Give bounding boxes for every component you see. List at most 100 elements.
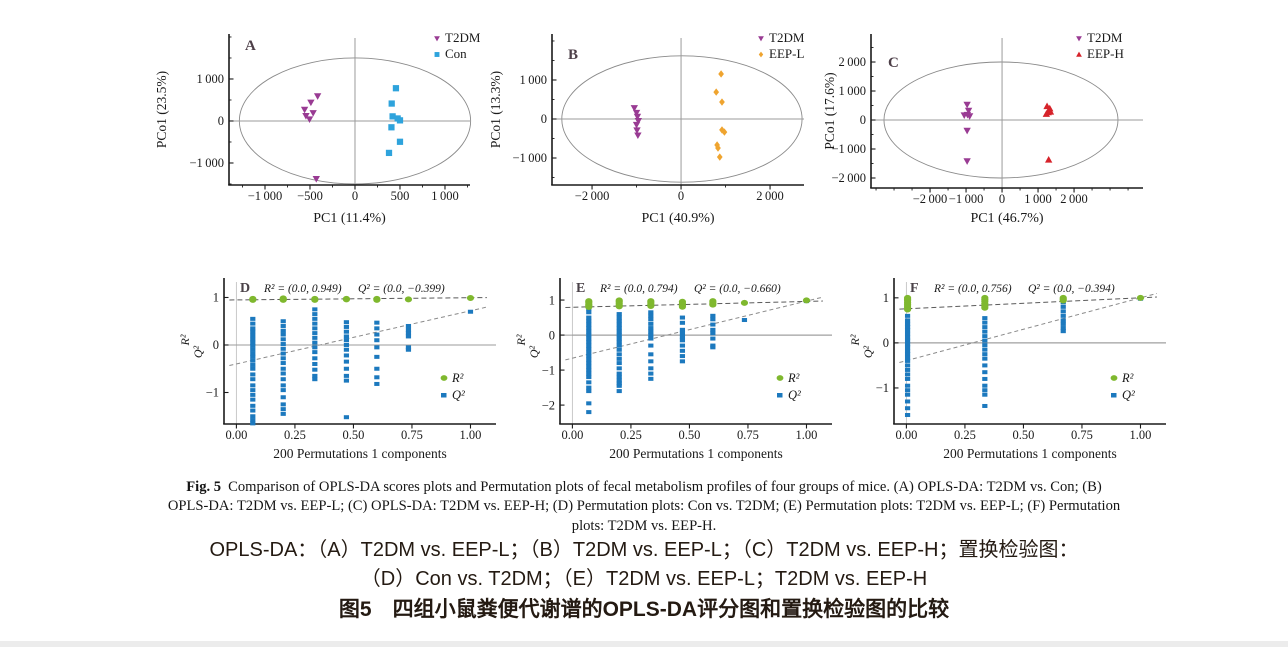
x-axis-label: 200 Permutations 1 components [609,446,783,461]
svg-text:−500: −500 [297,189,323,203]
r2-annotation: R² = (0.0, 0.756) [933,283,1012,295]
svg-text:1 000: 1 000 [838,84,866,98]
svg-text:1 000: 1 000 [431,189,459,203]
panel-letter: E [576,281,585,296]
axes: 0.00 0.25 0.50 0.75 1.00 −1 0 1 [206,278,496,442]
svg-text:0: 0 [352,189,358,203]
y-axis-label-r2: R² [514,334,528,346]
r2-annotation: R² = (0.0, 0.949) [263,283,342,295]
caption-cn-title: 图5 四组小鼠粪便代谢谱的OPLS-DA评分图和置换检验图的比较 [338,598,950,621]
svg-text:−1: −1 [206,386,219,400]
svg-text:0.25: 0.25 [284,428,306,442]
x-axis-label: 200 Permutations 1 components [943,446,1117,461]
y-axis-label: PCo1 (13.3%) [488,71,503,148]
page-edge-strip [0,641,1288,647]
legend: R² Q² [1110,371,1135,402]
svg-text:2 000: 2 000 [756,189,784,203]
series-t2dm [630,105,643,140]
legend: R² Q² [440,371,465,402]
permutation-plot-f: 0.00 0.25 0.50 0.75 1.00 −1 0 1 F R² = (0.0, 0.75… [848,278,1166,461]
q2-points [904,296,1144,417]
svg-text:Q²: Q² [452,388,465,402]
svg-text:1.00: 1.00 [460,428,482,442]
svg-text:0.00: 0.00 [561,428,583,442]
permutation-plot-e: 0.00 0.25 0.50 0.75 1.00 −2 −1 0 1 E R² = (0.0, 0.… [514,278,832,461]
svg-text:1: 1 [213,291,219,305]
svg-text:0: 0 [541,112,547,126]
svg-text:0.50: 0.50 [343,428,365,442]
svg-text:−1: −1 [542,363,555,377]
svg-text:T2DM: T2DM [769,30,805,45]
y-axis-label-r2: R² [848,334,862,346]
r2-annotation: R² = (0.0, 0.794) [599,283,678,295]
axes: 0.00 0.25 0.50 0.75 1.00 −1 0 1 [876,278,1166,442]
axes: −1 000 −500 0 500 1 000 −1 000 0 1 000 [189,34,470,203]
r2-points [903,294,1145,313]
series-eep-l [713,70,728,161]
svg-text:−1 000: −1 000 [248,189,283,203]
figure-caption-text: Comparison of OPLS-DA scores plots and P… [167,479,1121,534]
svg-text:2 000: 2 000 [1060,192,1088,206]
q2-annotation: Q² = (0.0, −0.394) [1028,283,1115,295]
svg-text:0: 0 [549,328,555,342]
y-axis-label-q2: Q² [861,345,875,358]
svg-text:−1 000: −1 000 [512,151,547,165]
svg-text:0: 0 [999,192,1005,206]
panel-letter: B [568,47,578,63]
caption-cn-line1: OPLS-DA：（A）T2DM vs. EEP-L；（B）T2DM vs. EE… [209,539,1079,561]
series-t2dm [960,101,974,165]
y-axis-label: PCo1 (17.6%) [822,72,837,149]
axes: 0.00 0.25 0.50 0.75 1.00 −2 −1 0 1 [542,278,832,442]
x-axis-label: PC1 (11.4%) [313,211,386,226]
regression-lines [565,296,823,361]
svg-text:Q²: Q² [788,388,801,402]
y-axis-label-q2: Q² [527,345,541,358]
q2-points [250,307,474,426]
x-axis-label: PC1 (46.7%) [970,211,1043,226]
svg-text:0.00: 0.00 [895,428,917,442]
x-axis-label: PC1 (40.9%) [641,211,714,226]
svg-text:−2: −2 [542,398,555,412]
r2-points [249,294,475,303]
svg-text:EEP-L: EEP-L [769,46,804,61]
panel-letter: F [910,281,919,296]
svg-text:0: 0 [883,336,889,350]
svg-text:2 000: 2 000 [838,55,866,69]
svg-text:0.00: 0.00 [225,428,247,442]
series-t2dm [300,93,322,183]
svg-text:1 000: 1 000 [519,73,547,87]
axes: −2 000 0 2 000 −1 000 0 1 000 [512,34,804,203]
regression-lines [899,292,1158,364]
regression-lines [229,297,487,367]
svg-text:1 000: 1 000 [196,72,224,86]
panel-letter: D [240,281,250,296]
svg-text:0: 0 [678,189,684,203]
caption-cn-line2: （D）Con vs. T2DM；（E）T2DM vs. EEP-L；T2DM v… [360,568,928,590]
svg-text:R²: R² [451,371,464,385]
svg-text:R²: R² [787,371,800,385]
svg-text:0.25: 0.25 [954,428,976,442]
svg-text:0.50: 0.50 [679,428,701,442]
svg-text:0: 0 [213,338,219,352]
svg-text:R²: R² [1121,371,1134,385]
series-eep-h [1042,102,1055,163]
svg-text:1 000: 1 000 [1024,192,1052,206]
svg-text:−2 000: −2 000 [831,171,866,185]
q2-points [586,299,810,415]
svg-text:−1 000: −1 000 [949,192,984,206]
y-axis-label-r2: R² [178,334,192,346]
q2-annotation: Q² = (0.0, −0.660) [694,283,781,295]
svg-text:EEP-H: EEP-H [1087,46,1124,61]
y-axis-label: PCo1 (23.5%) [154,71,169,148]
svg-text:−1 000: −1 000 [831,142,866,156]
svg-text:T2DM: T2DM [1087,30,1123,45]
permutation-plot-d: 0.00 0.25 0.50 0.75 1.00 −1 0 1 D R² = (0.0, 0.94… [178,278,496,461]
svg-text:0.75: 0.75 [737,428,759,442]
svg-text:0.50: 0.50 [1013,428,1035,442]
